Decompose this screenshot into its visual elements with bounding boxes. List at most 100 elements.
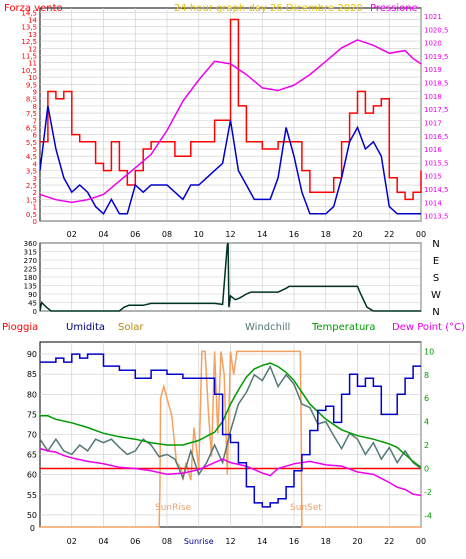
- dewpoint-series-line: [39, 447, 422, 497]
- pressure-y-tick-label: 1016: [424, 146, 442, 154]
- direction-y-tick-label: 90: [28, 291, 37, 299]
- temperature-series-line: [40, 362, 422, 468]
- wind-y-tick-label: 10,5: [21, 67, 37, 75]
- pressure-y-tick-label: 1014: [424, 199, 442, 207]
- legend-solar: Solar: [118, 322, 144, 333]
- humidity-y-tick-label: 85: [27, 370, 37, 379]
- wind-y-tick-label: 11: [28, 60, 37, 68]
- temperature-y-tick-label: 10: [424, 347, 434, 356]
- pressure-y-tick-label: 1015: [424, 173, 442, 181]
- time-tick-label: 14: [257, 230, 267, 239]
- wind-y-tick-label: 13,5: [21, 24, 37, 32]
- compass-label: S: [433, 273, 439, 284]
- wind-y-tick-label: 2,5: [26, 182, 37, 190]
- direction-y-tick-label: 315: [24, 249, 37, 257]
- sunset-annotation: SunSet: [290, 503, 322, 513]
- wind-y-tick-label: 12: [28, 45, 37, 53]
- wind-y-tick-label: 1,5: [26, 196, 37, 204]
- direction-y-tick-label: 0: [33, 308, 37, 316]
- pressure-y-tick-label: 1018,5: [424, 80, 449, 88]
- wind-y-tick-label: 13: [28, 31, 37, 39]
- pressure-y-tick-label: 1015,5: [424, 159, 449, 167]
- temperature-y-tick-label: -4: [424, 511, 432, 520]
- wind-y-tick-label: 14,5: [21, 9, 37, 17]
- time-tick-label: 22: [384, 230, 394, 239]
- time-tick-label: 02: [67, 230, 77, 239]
- time-tick-label: 04: [98, 230, 108, 239]
- temp-time-tick-label: 04: [98, 537, 108, 546]
- humidity-y-tick-label: 50: [27, 511, 37, 520]
- temp-time-tick-label: 08: [162, 537, 172, 546]
- temperature-y-tick-label: -2: [424, 488, 432, 497]
- wind-y-tick-label: 2: [33, 189, 37, 197]
- temperature-y-tick-label: 6: [424, 394, 429, 403]
- temp-time-tick-label: 14: [257, 537, 267, 546]
- temp-time-tick-label: 20: [352, 537, 362, 546]
- temp-time-tick-label: 12: [225, 537, 235, 546]
- direction-y-tick-label: 180: [24, 274, 37, 282]
- wind-y-tick-label: 14: [28, 17, 37, 25]
- pressure-y-tick-label: 1021: [424, 13, 442, 21]
- pressure-y-tick-label: 1019: [424, 66, 442, 74]
- pressure-y-tick-label: 1017: [424, 119, 442, 127]
- wind-y-tick-label: 5,5: [26, 139, 37, 147]
- wind-direction-series-line: [39, 242, 421, 312]
- humidity-y-tick-label: 55: [27, 491, 37, 500]
- temperature-y-tick-label: 4: [424, 418, 429, 427]
- pressure-y-tick-label: 1020: [424, 40, 442, 48]
- legend-temperatura: Temperatura: [311, 322, 376, 333]
- temperature-y-tick-label: 0: [424, 464, 429, 473]
- legend-pioggia: Pioggia: [2, 322, 38, 333]
- humidity-y-tick-label: 70: [27, 431, 37, 440]
- pressure-title: Pressione: [370, 3, 418, 14]
- temp-time-tick-label: Sunrise: [184, 537, 214, 546]
- wind-y-tick-label: 12,5: [21, 38, 37, 46]
- temp-time-tick-label: 16: [289, 537, 299, 546]
- time-tick-label: 10: [194, 230, 204, 239]
- pressure-y-tick-label: 1016,5: [424, 133, 449, 141]
- temperature-y-tick-label: 8: [424, 371, 429, 380]
- wind-y-tick-label: 7,5: [26, 110, 37, 118]
- wind-y-tick-label: 3,5: [26, 168, 37, 176]
- temp-time-tick-label: 06: [130, 537, 140, 546]
- time-tick-label: 08: [162, 230, 172, 239]
- windchill-series-line: [39, 364, 422, 481]
- humidity-y-tick-label: 60: [27, 471, 37, 480]
- wind-y-tick-label: 7: [33, 117, 37, 125]
- pressure-y-tick-label: 1017,5: [424, 106, 449, 114]
- time-tick-label: 00: [416, 230, 426, 239]
- time-tick-label: 16: [289, 230, 299, 239]
- humidity-y-tick-label: 90: [27, 350, 37, 359]
- humidity-y-tick-label: 80: [27, 390, 37, 399]
- pressure-y-tick-label: 1020,5: [424, 26, 449, 34]
- legend-dewpoint: Dew Point (°C): [392, 322, 465, 333]
- wind-y-tick-label: 4: [33, 160, 38, 168]
- pressure-y-tick-label: 1013,5: [424, 213, 449, 221]
- direction-y-tick-label: 135: [24, 283, 37, 291]
- wind-y-tick-label: 6,5: [26, 124, 37, 132]
- wind-y-tick-label: 9: [33, 88, 37, 96]
- wind-gust-series-line: [40, 18, 422, 201]
- wind-y-tick-label: 3: [33, 175, 37, 183]
- compass-label: N: [432, 307, 439, 318]
- compass-label: N: [432, 239, 439, 250]
- wind-strength-title: Forza vento: [4, 3, 63, 14]
- pressure-y-tick-label: 1018: [424, 93, 442, 101]
- humidity-series-line: [40, 353, 421, 508]
- wind-y-tick-label: 8: [33, 103, 37, 111]
- pressure-y-tick-label: 1014,5: [424, 186, 449, 194]
- pressure-y-tick-label: 1019,5: [424, 53, 449, 61]
- legend-umidita: Umidita: [66, 322, 105, 333]
- temperature-y-tick-label: 2: [424, 441, 429, 450]
- solar-series-line: [40, 350, 421, 528]
- time-tick-label: 06: [130, 230, 140, 239]
- humidity-y-tick-label: 65: [27, 451, 37, 460]
- temp-time-tick-label: 22: [384, 537, 394, 546]
- compass-label: W: [431, 290, 441, 301]
- wind-y-tick-label: 9,5: [26, 81, 37, 89]
- direction-y-tick-label: 270: [24, 257, 37, 265]
- temp-time-tick-label: 00: [416, 537, 426, 546]
- direction-y-tick-label: 360: [24, 240, 37, 248]
- time-tick-label: 20: [352, 230, 362, 239]
